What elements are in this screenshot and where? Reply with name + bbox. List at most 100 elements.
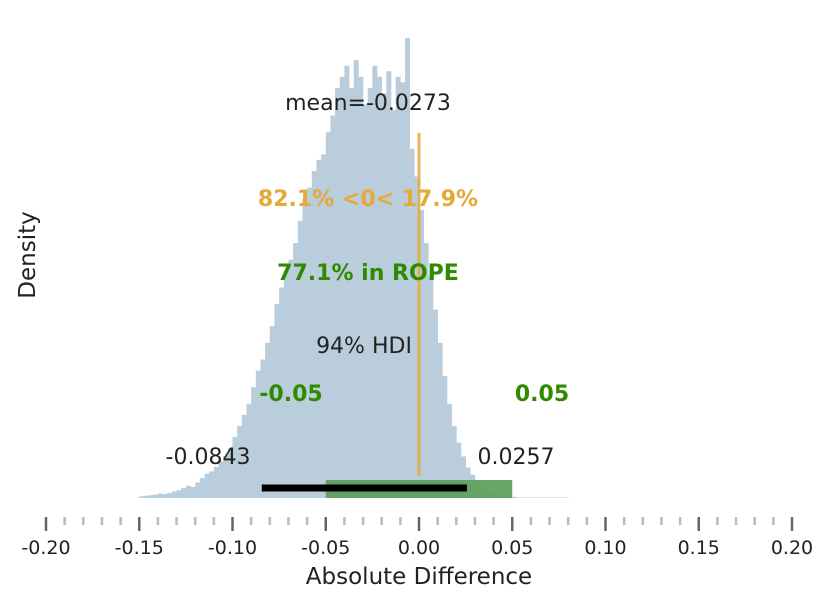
rope-low-label: -0.05 — [259, 382, 322, 407]
mean-label: mean=-0.0273 — [285, 91, 451, 116]
y-axis-title: Density — [15, 211, 41, 298]
histogram-bar — [363, 104, 369, 498]
histogram-bar — [372, 65, 378, 499]
histogram-bar — [213, 466, 219, 498]
histogram-bar — [535, 497, 541, 498]
histogram-bar — [283, 270, 289, 498]
hdi-low-label: -0.0843 — [166, 445, 251, 470]
histogram-bar — [386, 71, 392, 498]
histogram-bar — [199, 478, 205, 498]
histogram-bar — [358, 76, 364, 499]
histogram-bar — [246, 403, 252, 498]
histogram-bar — [274, 304, 280, 498]
histogram-bar — [460, 456, 466, 498]
histogram-bar — [558, 497, 564, 498]
histogram-bar — [530, 497, 536, 498]
histogram-bar — [549, 497, 555, 498]
histogram-bar — [540, 497, 546, 498]
histogram-bar — [176, 490, 182, 498]
x-tick-label: 0.20 — [771, 537, 813, 559]
histogram-bar — [377, 76, 382, 499]
histogram-bar — [456, 442, 462, 498]
histogram-bar — [302, 198, 308, 498]
histogram-bar — [391, 110, 396, 499]
histogram-bar — [269, 326, 275, 498]
histogram-bar — [339, 76, 345, 499]
histogram-bar — [409, 148, 415, 498]
histogram-bar — [185, 485, 191, 498]
histogram-bar — [157, 493, 163, 498]
histogram-bar — [349, 87, 355, 498]
histogram-bar — [437, 342, 443, 498]
histogram-bar — [335, 87, 341, 498]
histogram-bar — [316, 159, 322, 498]
histogram-bar — [251, 387, 257, 498]
histogram-bar — [512, 496, 518, 498]
x-tick-label: 0.15 — [678, 537, 720, 559]
histogram-bar — [181, 488, 187, 498]
histogram-bar — [428, 276, 434, 498]
histogram-bar — [162, 494, 168, 498]
histogram-bar — [419, 209, 424, 498]
histogram-bar — [353, 60, 359, 499]
histogram-bar — [227, 448, 233, 498]
x-axis: -0.20 -0.15 -0.10 -0.05 0.00 0.05 0.10 0.15 0.20 — [21, 517, 813, 559]
histogram-bar — [209, 471, 215, 498]
x-tick-label: -0.15 — [115, 537, 164, 559]
histogram-bar — [279, 287, 285, 498]
histogram-bar — [554, 497, 560, 498]
histogram-bar — [237, 425, 243, 498]
x-axis-title: Absolute Difference — [306, 564, 532, 590]
histogram-bar — [293, 243, 299, 498]
histogram-bars — [139, 38, 569, 499]
histogram-bar — [325, 132, 331, 498]
histogram-bar — [232, 437, 238, 498]
histogram-bar — [218, 461, 224, 498]
histogram-bar — [423, 243, 429, 498]
histogram-bar — [307, 187, 313, 498]
histogram-bar — [288, 259, 294, 498]
histogram-bar — [255, 370, 261, 498]
histogram-bar — [414, 176, 420, 499]
x-tick-label: 0.05 — [491, 537, 533, 559]
x-tick-label: -0.10 — [208, 537, 257, 559]
histogram-bar — [442, 376, 448, 498]
histogram-bar — [241, 414, 247, 498]
histogram-bar — [563, 497, 569, 498]
histogram-bar — [311, 171, 317, 498]
hdi-high-label: 0.0257 — [478, 445, 555, 470]
histogram-bar — [321, 154, 327, 498]
x-tick-label: -0.05 — [301, 537, 350, 559]
x-tick-label: 0.10 — [584, 537, 626, 559]
x-tick-label: 0.00 — [398, 537, 440, 559]
histogram-bar — [544, 497, 550, 498]
histogram-bar — [223, 455, 229, 498]
x-tick-label: -0.20 — [21, 537, 70, 559]
histogram-bar — [432, 309, 438, 498]
histogram-bar — [195, 482, 201, 498]
histogram-bar — [190, 486, 196, 498]
histogram-bar — [167, 493, 173, 498]
histogram-bar — [526, 497, 532, 498]
histogram-bar — [367, 87, 373, 498]
histogram-bar — [297, 220, 303, 498]
rope-label: 77.1% in ROPE — [277, 261, 459, 286]
histogram-bar — [143, 495, 149, 498]
histogram-bar — [153, 494, 159, 498]
histogram-bar — [260, 359, 266, 498]
histogram-bar — [148, 495, 154, 498]
histogram-bar — [516, 497, 522, 498]
hdi-label: 94% HDI — [316, 334, 412, 359]
histogram-bar — [171, 491, 177, 498]
histogram-bar — [521, 497, 527, 498]
histogram-bar — [395, 76, 401, 499]
histogram-bar — [451, 425, 457, 498]
histogram-bar — [265, 342, 271, 498]
histogram-bar — [400, 82, 406, 498]
histogram-bar — [139, 496, 145, 498]
zero-reference-label: 82.1% <0< 17.9% — [258, 187, 478, 212]
histogram-bar — [330, 115, 336, 498]
histogram-bar — [381, 93, 387, 499]
histogram-bar — [405, 38, 410, 498]
